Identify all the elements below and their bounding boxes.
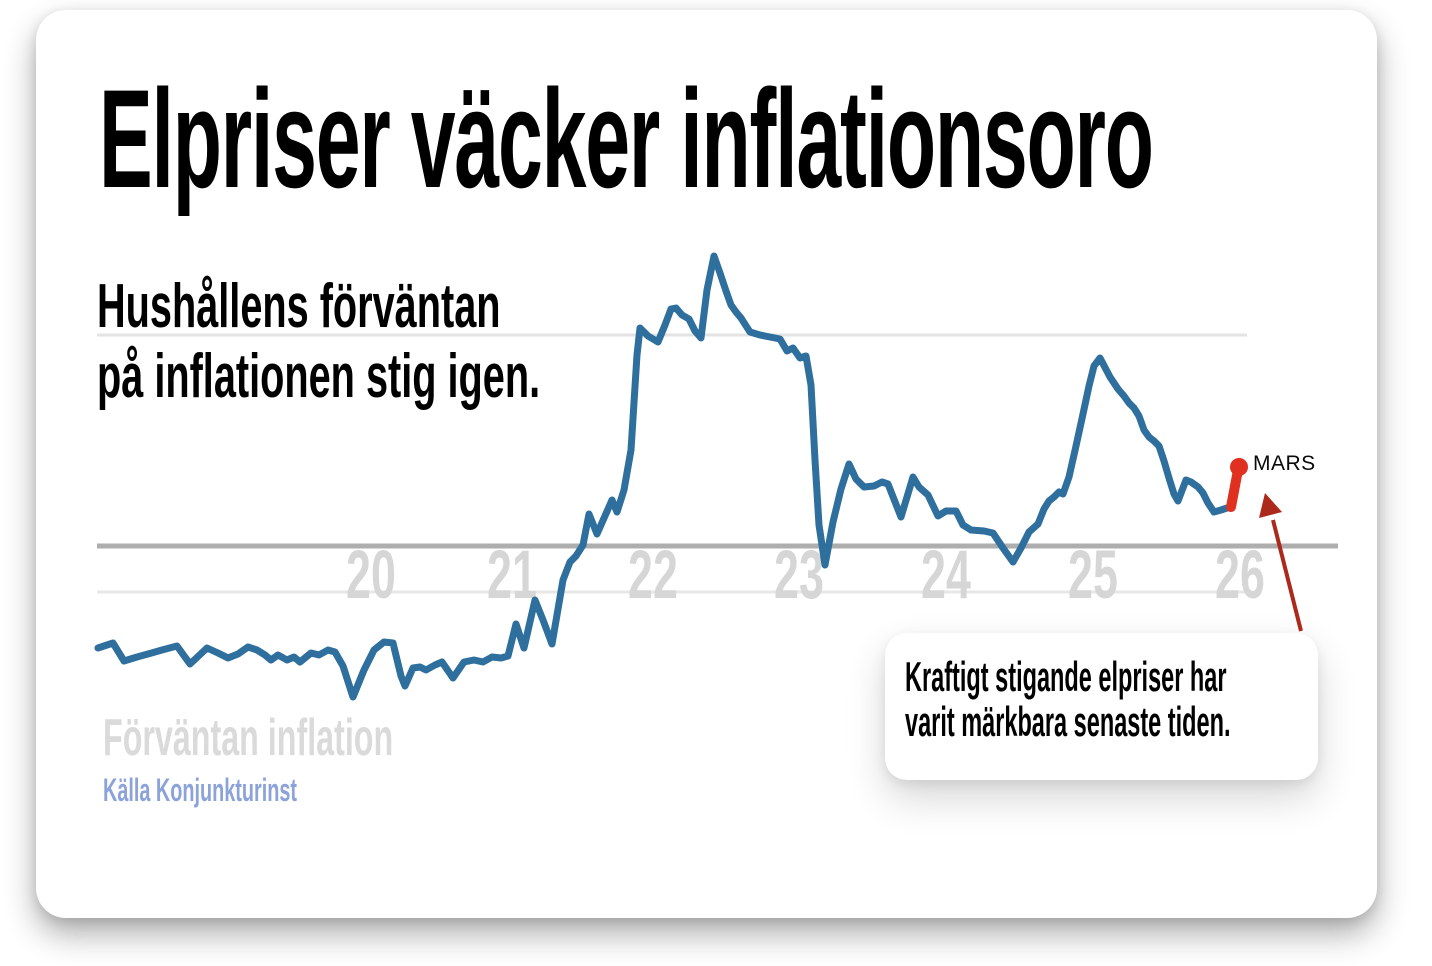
x-axis-label-25: 25 (1068, 536, 1118, 613)
headline: Elpriser väcker inflationsoro (99, 60, 1154, 217)
x-axis-label-26: 26 (1215, 536, 1265, 613)
annotation-arrow-shaft (1271, 519, 1303, 632)
x-axis-label-20: 20 (346, 536, 396, 613)
subtitle-line-1: Hushållens förväntan (97, 272, 501, 341)
x-axis-label-23: 23 (774, 536, 824, 613)
inflation-line (94, 252, 1234, 701)
annotation-callout: Kraftigt stigande elpriser har varit mär… (885, 633, 1318, 780)
annotation-arrow-head (1259, 493, 1282, 518)
series-label: Förväntan inflation (103, 709, 394, 767)
chart-subtitle: Hushållens förväntan på inflationen stig… (97, 272, 540, 412)
callout-line-2: varit märkbara senaste tiden. (905, 698, 1231, 745)
point-label-mars: MARS (1253, 452, 1316, 475)
source-label: Källa Konjunkturinst (103, 772, 298, 808)
highlight-segment-march (1226, 465, 1243, 512)
highlight-dot-march (1230, 458, 1248, 476)
callout-line-1: Kraftigt stigande elpriser har (905, 653, 1227, 700)
x-axis-label-22: 22 (628, 536, 678, 613)
annotation-callout-text: Kraftigt stigande elpriser har varit mär… (905, 654, 1231, 744)
x-axis-label-24: 24 (921, 536, 971, 613)
x-axis-label-21: 21 (487, 536, 537, 613)
subtitle-line-2: på inflationen stig igen. (97, 342, 541, 411)
